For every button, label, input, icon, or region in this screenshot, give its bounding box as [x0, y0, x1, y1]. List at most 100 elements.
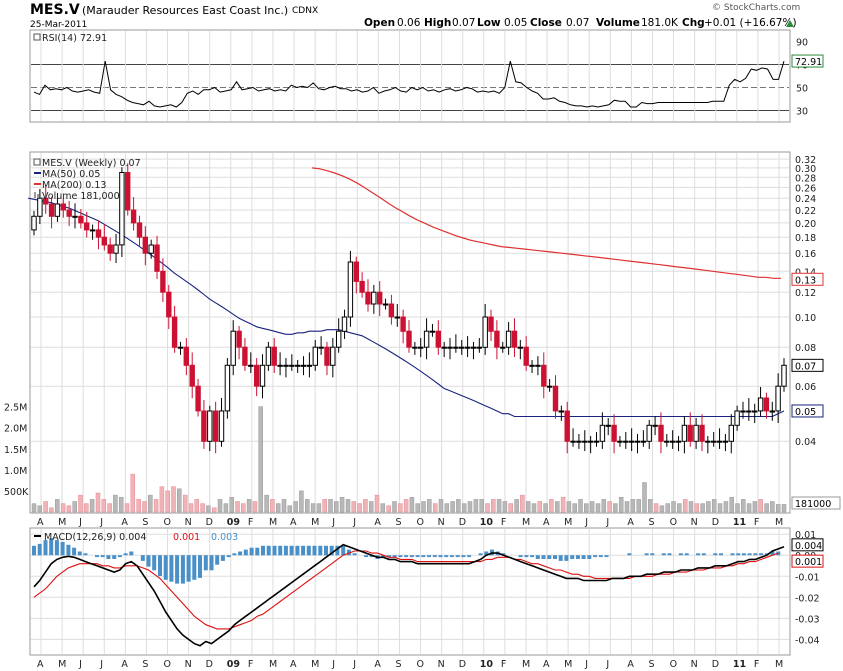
macd-histogram-bar	[163, 555, 168, 580]
price-candle	[148, 244, 154, 254]
volume-bar	[31, 503, 37, 513]
x-tick-label: F	[248, 517, 253, 528]
volume-tick-label: 500K	[4, 487, 29, 498]
price-tick-label: 0.08	[795, 343, 816, 354]
x-tick-label: J	[99, 517, 103, 528]
x-tick-label: S	[648, 517, 654, 528]
volume-bar	[159, 486, 165, 513]
x-tick-label: A	[627, 659, 634, 670]
open-value: 0.06	[397, 17, 421, 29]
volume-bar	[165, 490, 170, 513]
rsi-tick-label: 90	[796, 38, 808, 49]
macd-hist-legend-label: 0.003	[211, 532, 238, 543]
price-candle	[377, 291, 383, 305]
volume-bar	[188, 503, 194, 513]
volume-bar	[508, 503, 513, 513]
price-candle	[529, 364, 535, 367]
macd-histogram-bar	[667, 553, 672, 556]
x-tick-label: F	[754, 517, 759, 528]
volume-tick-label: 1.0M	[4, 466, 27, 477]
company-name: (Marauder Resources East Coast Inc.)	[82, 4, 289, 17]
x-tick-label: M	[522, 659, 530, 670]
volume-bar	[496, 499, 502, 513]
macd-histogram-bar	[312, 545, 317, 556]
macd-histogram-bar	[684, 553, 689, 556]
price-candle	[517, 346, 523, 349]
x-tick-label: A	[543, 517, 550, 528]
macd-histogram-bar	[83, 553, 88, 556]
price-candle	[400, 316, 406, 332]
volume-bar	[78, 494, 83, 513]
macd-histogram-bar	[341, 545, 346, 556]
x-tick-label: A	[290, 659, 297, 670]
price-candle	[552, 385, 559, 412]
macd-signal-legend-label: 0.001	[173, 532, 200, 543]
volume-bar	[677, 503, 682, 513]
x-tick-label: J	[352, 659, 356, 670]
volume-bar	[60, 503, 66, 513]
rsi-panel: 90705030 RSI(14) 72.91 72.91	[29, 29, 824, 123]
macd-histogram-bar	[747, 553, 752, 556]
rsi-legend-label: RSI(14) 72.91	[42, 33, 107, 44]
macd-last-value-box	[791, 538, 824, 552]
price-candle	[757, 397, 764, 412]
price-candle	[254, 364, 260, 387]
price-candle	[43, 197, 49, 205]
macd-histogram-bar	[346, 549, 351, 556]
x-tick-label: J	[584, 659, 588, 670]
volume-bar	[461, 503, 467, 513]
price-candle	[763, 397, 770, 412]
volume-bar	[752, 501, 758, 513]
macd-histogram-bar	[404, 555, 409, 558]
macd-histogram-bar	[518, 555, 523, 558]
price-candle	[66, 209, 72, 217]
macd-histogram-bar	[736, 553, 741, 556]
volume-bar	[368, 501, 374, 513]
macd-histogram-bar	[238, 551, 243, 556]
x-tick-label: S	[648, 659, 654, 670]
macd-histogram-bar	[759, 553, 764, 556]
symbol-title: MES.V	[30, 2, 80, 18]
x-tick-label: M	[775, 659, 783, 670]
macd-histogram-bar	[169, 555, 174, 582]
volume-bar	[107, 503, 112, 513]
volume-bar	[735, 503, 740, 513]
volume-bar	[560, 497, 566, 513]
price-candle	[564, 410, 570, 442]
macd-histogram-bar	[198, 555, 202, 578]
macd-histogram-bar	[701, 553, 706, 556]
volume-bar	[717, 503, 723, 513]
macd-histogram-bar	[381, 555, 386, 558]
volume-bar	[49, 507, 54, 513]
x-tick-label: A	[374, 659, 381, 670]
volume-bar	[124, 503, 130, 513]
price-candle	[295, 364, 301, 367]
volume-bar	[520, 494, 525, 513]
x-tick-label: A	[121, 517, 128, 528]
x-tick-label: J	[331, 659, 335, 670]
price-candle	[582, 440, 588, 443]
macd-histogram-bar	[186, 555, 191, 582]
price-candle	[48, 203, 55, 217]
price-candle	[394, 316, 401, 319]
price-candle	[687, 424, 693, 442]
x-tick-label: S	[395, 659, 401, 670]
macd-histogram-bar	[444, 555, 449, 558]
price-candle	[658, 424, 664, 442]
volume-bar	[467, 501, 473, 513]
price-candle	[54, 203, 61, 217]
volume-bar	[182, 494, 188, 513]
x-tick-label: M	[775, 517, 783, 528]
price-candle	[459, 346, 465, 349]
x-tick-label: D	[206, 659, 213, 670]
volume-bar	[37, 505, 43, 513]
volume-bar	[351, 501, 357, 513]
price-candle	[125, 172, 131, 211]
price-candle	[207, 410, 213, 442]
price-candle	[670, 440, 676, 443]
macd-histogram-bar	[54, 540, 59, 556]
macd-histogram-bar	[318, 545, 323, 556]
volume-bar	[287, 505, 293, 513]
price-tick-label: 0.18	[795, 233, 816, 244]
x-tick-label: J	[352, 517, 356, 528]
